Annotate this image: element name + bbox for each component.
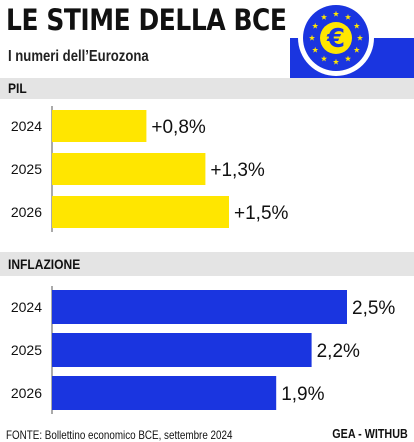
category-label: 2026 bbox=[11, 204, 42, 220]
bar bbox=[52, 290, 347, 324]
bar bbox=[52, 110, 147, 142]
category-label: 2025 bbox=[11, 161, 42, 177]
logo-star bbox=[312, 22, 319, 29]
logo-stars bbox=[308, 10, 364, 65]
data-label: +1,5% bbox=[234, 203, 289, 224]
inflation-section-title: INFLAZIONE bbox=[8, 256, 81, 272]
logo-star bbox=[308, 34, 316, 41]
logo-star bbox=[332, 58, 340, 65]
footer-brand: GEA - WITHUB bbox=[332, 427, 408, 441]
logo-star bbox=[344, 14, 352, 20]
category-label: 2024 bbox=[11, 118, 42, 134]
data-label: +1,3% bbox=[210, 160, 265, 181]
logo-euro-glyph: € bbox=[326, 24, 345, 54]
logo-star bbox=[344, 55, 352, 62]
logo-star bbox=[312, 46, 319, 53]
page-title: LE STIME DELLA BCE bbox=[6, 3, 287, 37]
logo-star bbox=[320, 55, 328, 62]
ecb-euro-logo-icon: € bbox=[290, 0, 414, 84]
data-label: 2,2% bbox=[317, 341, 360, 362]
category-label: 2024 bbox=[11, 299, 42, 315]
logo-star bbox=[353, 46, 360, 53]
bar bbox=[52, 333, 312, 367]
page-subtitle: I numeri dell’Eurozona bbox=[8, 48, 149, 65]
category-label: 2026 bbox=[11, 385, 42, 401]
data-label: +0,8% bbox=[151, 117, 206, 138]
bar bbox=[52, 376, 277, 410]
logo-euro-bg bbox=[320, 22, 352, 54]
logo-star bbox=[332, 10, 340, 17]
pil-section-band bbox=[0, 78, 414, 99]
inflation-section-band bbox=[0, 252, 414, 276]
logo-star bbox=[356, 34, 364, 41]
data-label: 2,5% bbox=[352, 298, 395, 319]
footer-source: FONTE: Bollettino economico BCE, settemb… bbox=[6, 428, 233, 442]
data-label: 1,9% bbox=[281, 384, 324, 405]
logo-star bbox=[320, 14, 328, 20]
logo-star bbox=[353, 22, 360, 29]
bar bbox=[52, 196, 229, 228]
bar bbox=[52, 153, 206, 185]
pil-section-title: PIL bbox=[8, 80, 27, 96]
category-label: 2025 bbox=[11, 342, 42, 358]
